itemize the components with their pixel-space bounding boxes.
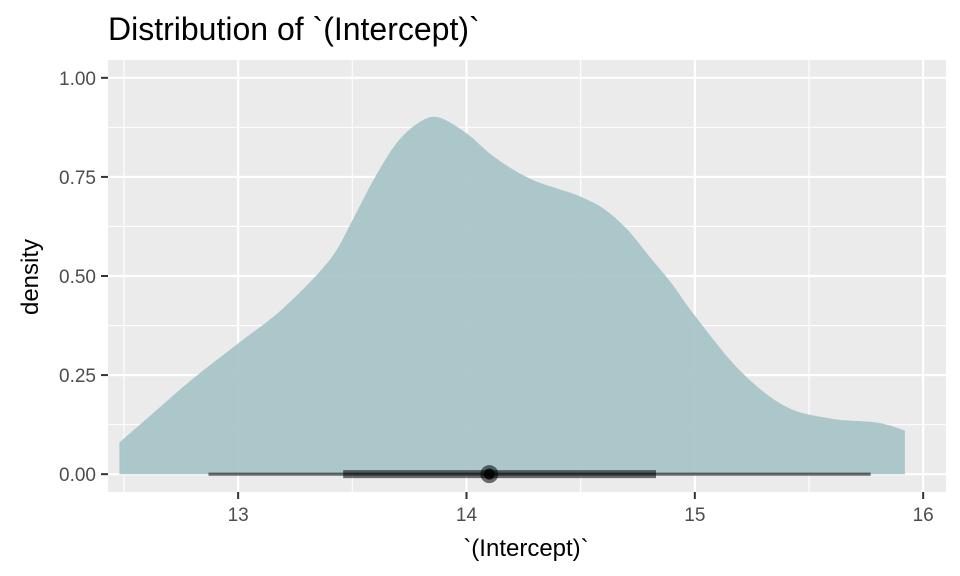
axis-ticks: 0.00 0.25 0.50 0.75 1.00 13 14 15 16 <box>59 69 934 526</box>
x-tick-label: 15 <box>684 505 705 526</box>
x-tick-label: 16 <box>913 505 934 526</box>
y-tick-label: 1.00 <box>59 69 96 90</box>
y-tick-label: 0.50 <box>59 267 96 288</box>
x-tick-label: 13 <box>228 505 249 526</box>
density-layer <box>119 116 905 475</box>
y-tick-label: 0.25 <box>59 366 96 387</box>
x-tick-label: 14 <box>456 505 478 526</box>
y-axis-title: density <box>17 239 44 315</box>
y-tick-label: 0.00 <box>59 465 96 486</box>
density-area <box>119 116 905 475</box>
interval-layer <box>208 465 871 484</box>
chart-title: Distribution of `(Intercept)` <box>108 11 480 47</box>
y-tick-label: 0.75 <box>59 168 96 189</box>
median-point <box>483 468 495 480</box>
x-axis-title: `(Intercept)` <box>463 535 588 562</box>
